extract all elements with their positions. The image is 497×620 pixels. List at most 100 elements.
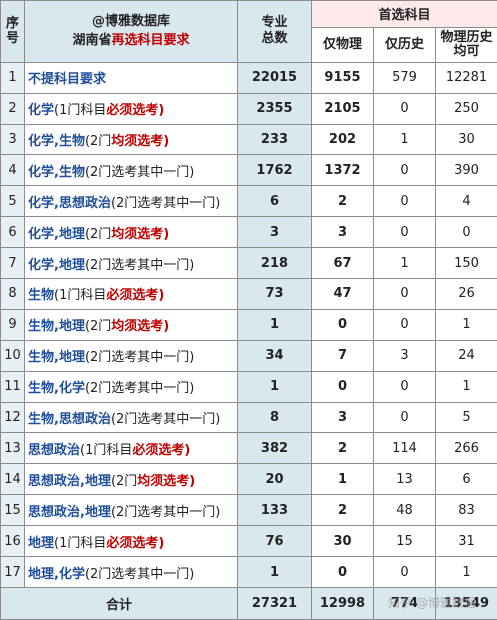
row-history: 0 <box>373 370 436 403</box>
row-total: 3 <box>237 216 312 249</box>
subject-name: 化学,生物 <box>28 133 85 149</box>
row-history: 0 <box>373 278 436 310</box>
row-both: 1 <box>435 308 497 341</box>
row-both: 12281 <box>435 61 497 94</box>
row-total: 73 <box>237 278 312 310</box>
footer-history: 774 <box>373 587 436 620</box>
row-total: 2355 <box>237 92 312 125</box>
row-total: 76 <box>237 525 312 558</box>
subject-requirement: 均须选考) <box>111 133 170 149</box>
row-history: 0 <box>373 154 436 187</box>
row-index: 11 <box>0 370 25 403</box>
row-history: 15 <box>373 525 436 558</box>
brand-line1: @博雅数据库 <box>91 14 170 30</box>
row-physics: 7 <box>311 339 374 372</box>
header-brand: @博雅数据库 湖南省再选科目要求 <box>24 0 238 63</box>
subject-name: 化学,地理 <box>28 226 85 242</box>
row-index: 14 <box>0 463 25 496</box>
row-history: 1 <box>373 123 436 156</box>
row-both: 150 <box>435 247 497 279</box>
table-row: 7 化学,地理(2门选考其中一门) 218 67 1 150 <box>0 247 497 279</box>
row-both: 250 <box>435 92 497 125</box>
subject-name: 生物,思想政治 <box>28 412 111 427</box>
row-total: 34 <box>237 339 312 372</box>
subject-note: (2门 <box>84 133 112 149</box>
row-total: 20 <box>237 463 312 496</box>
row-index: 15 <box>0 494 25 527</box>
row-subject: 思想政治,地理(2门均须选考) <box>24 463 238 496</box>
row-both: 24 <box>435 339 497 372</box>
table-row: 2 化学(1门科目必须选考) 2355 2105 0 250 <box>0 92 497 125</box>
row-physics: 2 <box>311 432 374 465</box>
row-subject: 化学,思想政治(2门选考其中一门) <box>24 185 238 218</box>
subject-note: (1门科目 <box>54 535 107 551</box>
row-index: 4 <box>0 154 25 187</box>
subject-name: 思想政治,地理 <box>28 473 111 489</box>
row-physics: 0 <box>311 370 374 403</box>
table-row: 14 思想政治,地理(2门均须选考) 20 1 13 6 <box>0 463 497 496</box>
subject-name: 生物,地理 <box>28 319 85 335</box>
row-subject: 化学,地理(2门选考其中一门) <box>24 247 238 279</box>
row-index: 5 <box>0 185 25 218</box>
row-history: 3 <box>373 339 436 372</box>
row-total: 133 <box>237 494 312 527</box>
brand-line2-highlight: 再选科目要求 <box>111 33 190 49</box>
row-physics: 47 <box>311 278 374 310</box>
row-both: 0 <box>435 216 497 249</box>
row-index: 7 <box>0 247 25 279</box>
row-index: 16 <box>0 525 25 558</box>
subject-name: 不提科目要求 <box>28 72 107 88</box>
row-index: 9 <box>0 308 25 341</box>
subject-name: 化学,地理 <box>28 257 85 273</box>
row-index: 2 <box>0 92 25 125</box>
footer-total: 27321 <box>237 587 312 620</box>
table-row: 15 思想政治,地理(2门选考其中一门) 133 2 48 83 <box>0 494 497 527</box>
row-subject: 化学,生物(2门均须选考) <box>24 123 238 156</box>
subject-requirement: 必须选考) <box>106 535 165 551</box>
brand-line2-prefix: 湖南省 <box>72 33 112 49</box>
subject-name: 化学,生物 <box>28 164 85 180</box>
table-row: 10 生物,地理(2门选考其中一门) 34 7 3 24 <box>0 339 497 372</box>
subject-requirement: 均须选考) <box>137 473 196 489</box>
row-history: 0 <box>373 308 436 341</box>
subject-note: (2门选考其中一门) <box>84 164 195 180</box>
row-history: 48 <box>373 494 436 527</box>
row-history: 13 <box>373 463 436 496</box>
footer-label: 合计 <box>0 587 238 620</box>
row-total: 1 <box>237 308 312 341</box>
row-subject: 不提科目要求 <box>24 61 238 94</box>
row-history: 0 <box>373 216 436 249</box>
row-subject: 思想政治,地理(2门选考其中一门) <box>24 494 238 527</box>
row-subject: 生物,思想政治(2门选考其中一门) <box>24 401 238 434</box>
subject-note: (2门选考其中一门) <box>84 350 195 366</box>
subject-note: (2门 <box>84 319 112 335</box>
subject-note: (2门选考其中一门) <box>110 195 221 211</box>
table-row: 5 化学,思想政治(2门选考其中一门) 6 2 0 4 <box>0 185 497 218</box>
row-subject: 化学(1门科目必须选考) <box>24 92 238 125</box>
row-physics: 30 <box>311 525 374 558</box>
row-both: 31 <box>435 525 497 558</box>
table-row: 8 生物(1门科目必须选考) 73 47 0 26 <box>0 278 497 310</box>
subject-name: 地理,化学 <box>28 566 85 582</box>
table-row: 16 地理(1门科目必须选考) 76 30 15 31 <box>0 525 497 558</box>
row-total: 8 <box>237 401 312 434</box>
row-total: 382 <box>237 432 312 465</box>
subject-requirement: 均须选考) <box>111 226 170 242</box>
row-both: 6 <box>435 463 497 496</box>
subject-note: (2门选考其中一门) <box>84 566 195 582</box>
table-row: 11 生物,化学(2门选考其中一门) 1 0 0 1 <box>0 370 497 403</box>
subject-note: (1门科目 <box>80 442 133 458</box>
row-index: 12 <box>0 401 25 434</box>
row-history: 0 <box>373 92 436 125</box>
row-total: 1 <box>237 370 312 403</box>
row-history: 0 <box>373 401 436 434</box>
row-total: 6 <box>237 185 312 218</box>
row-physics: 2 <box>311 494 374 527</box>
subject-note: (2门 <box>110 473 138 489</box>
row-physics: 0 <box>311 556 374 588</box>
row-total: 1 <box>237 556 312 588</box>
row-index: 6 <box>0 216 25 249</box>
row-subject: 生物,化学(2门选考其中一门) <box>24 370 238 403</box>
row-total: 1762 <box>237 154 312 187</box>
subject-note: (2门 <box>84 226 112 242</box>
